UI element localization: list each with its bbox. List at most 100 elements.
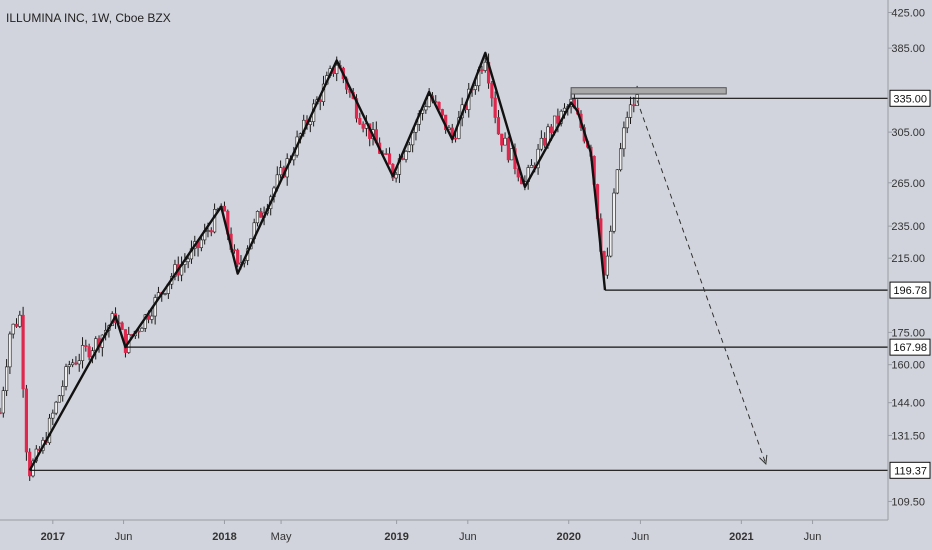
candle <box>24 384 29 461</box>
level-price-label-box <box>889 89 931 107</box>
candle <box>510 148 514 161</box>
x-tick-label: May <box>271 531 292 543</box>
candle <box>609 225 613 258</box>
candle <box>529 159 534 168</box>
candle-body-up <box>394 174 398 179</box>
candle <box>21 306 25 398</box>
level-price-label: 119.37 <box>889 461 931 479</box>
candle-body-down <box>493 97 497 118</box>
candle <box>28 448 32 481</box>
candle <box>506 136 510 163</box>
candle <box>404 150 408 163</box>
candle-body-up <box>71 362 75 366</box>
level-price-label: 196.78 <box>889 281 931 299</box>
level-price-label-box <box>889 461 931 479</box>
candle <box>612 188 616 234</box>
levels-layer <box>29 87 888 471</box>
candle <box>87 343 91 361</box>
y-tick-label: 425.00 <box>891 8 925 20</box>
candle <box>628 96 633 124</box>
candle-body-down <box>354 98 359 119</box>
candle <box>543 132 547 148</box>
candle-body-up <box>11 323 15 335</box>
projection-layer <box>636 100 768 466</box>
candle-body-up <box>67 364 71 367</box>
candle-body-up <box>64 366 68 387</box>
candle-body-down <box>549 126 553 133</box>
level-price-label-text: 335.00 <box>893 93 927 105</box>
candle <box>47 413 52 445</box>
candle <box>308 118 312 133</box>
candle <box>255 210 260 227</box>
candle <box>387 147 392 165</box>
x-tick-label: Jun <box>804 531 822 543</box>
y-tick-label: 109.50 <box>891 496 925 508</box>
candle <box>80 337 85 369</box>
candle-body-down <box>556 115 560 124</box>
candle <box>496 109 501 135</box>
level-labels: 335.00 196.78 167.98 119.37 <box>889 89 931 479</box>
candle-body-up <box>278 167 283 176</box>
candle <box>361 121 365 133</box>
projection-arrow-head <box>759 454 768 466</box>
candle-body-down <box>137 330 141 333</box>
candle <box>625 111 629 134</box>
candle-body-down <box>21 314 25 390</box>
candle <box>77 353 81 372</box>
y-tick-label: 215.00 <box>891 253 925 265</box>
candle-body-down <box>361 123 365 129</box>
candle-body-up <box>503 137 507 146</box>
candle-body-up <box>427 95 431 107</box>
candle-body-up <box>150 315 154 320</box>
candle-body-up <box>407 144 411 152</box>
candle-body-down <box>401 158 405 160</box>
candle <box>384 148 388 156</box>
candle <box>5 359 9 397</box>
candle-body-down <box>236 249 240 265</box>
candle-body-up <box>308 121 312 125</box>
candle <box>120 321 124 330</box>
candle <box>18 310 22 329</box>
candle <box>500 133 504 152</box>
candle <box>57 394 62 403</box>
y-tick-label: 160.00 <box>891 360 925 372</box>
candle-body-down <box>500 133 504 146</box>
y-tick-label: 235.00 <box>891 221 925 233</box>
candle-body-down <box>387 153 392 165</box>
level-price-label: 167.98 <box>889 338 931 356</box>
candle-body-up <box>57 395 62 403</box>
candle-body-up <box>473 85 477 90</box>
candle <box>71 358 75 368</box>
candle <box>259 207 263 218</box>
candle-body-up <box>619 148 623 171</box>
level-price-label-box <box>889 281 931 299</box>
candle-body-up <box>18 314 22 327</box>
resistance-zone <box>570 87 727 95</box>
y-tick-label: 175.00 <box>891 327 925 339</box>
candle <box>605 247 610 279</box>
x-tick-label: Jun <box>632 531 650 543</box>
x-axis[interactable]: 2017 Jun 2018 May 2019 Jun 2020 Jun 2021 Jun <box>41 520 822 543</box>
chart-title: ILLUMINA INC, 1W, Cboe BZX <box>6 11 171 25</box>
candle-body-up <box>5 366 9 391</box>
y-tick-label: 265.00 <box>891 178 925 190</box>
candle <box>632 96 636 113</box>
candle <box>163 292 167 296</box>
candle-body-down <box>74 362 78 365</box>
candle-body-down <box>0 412 2 415</box>
candle-body-up <box>186 258 190 263</box>
candle <box>61 380 65 402</box>
candle-body-down <box>209 230 213 233</box>
candle-body-down <box>490 82 494 99</box>
candle <box>14 318 19 328</box>
candle-body-down <box>440 109 444 116</box>
candle-body-up <box>335 64 339 74</box>
candle-body-up <box>54 401 58 414</box>
candle <box>407 141 411 153</box>
candle-body-up <box>77 360 81 365</box>
x-tick-label: 2019 <box>384 531 408 543</box>
x-tick-label: 2020 <box>556 531 580 543</box>
y-axis[interactable]: 425.00 385.00 305.00 265.00 235.00 215.00 175.… <box>888 8 925 509</box>
